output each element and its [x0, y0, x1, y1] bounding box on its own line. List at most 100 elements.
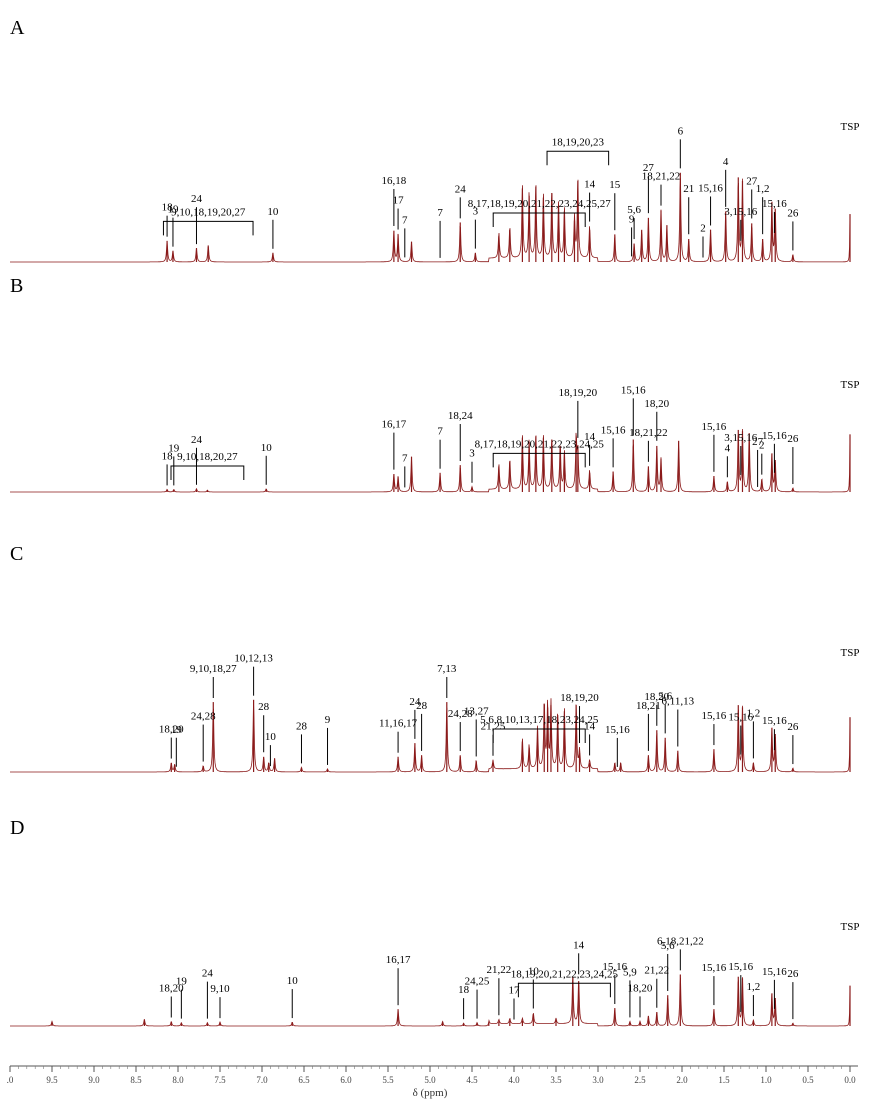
x-tick-label: 0.5 — [802, 1075, 814, 1085]
panel-b: B1819249,10,18,20,271016,177718,2438,17,… — [10, 275, 860, 493]
peak-annotation: 15,16 — [762, 430, 787, 442]
peak-annotation: 18,20 — [159, 724, 184, 736]
peak-annotation: 5,6,8,10,13,17,18,23,24,25 — [480, 714, 599, 726]
peak-annotation: 5,6 — [627, 204, 641, 216]
peak-annotation: 18,21,22 — [629, 427, 668, 439]
peak-annotation: 18,24 — [448, 410, 473, 422]
peak-annotation: 6 — [678, 125, 684, 137]
peak-annotation: 18 — [458, 984, 470, 996]
peak-annotation: 26 — [787, 207, 799, 219]
peak-annotation: 15,16 — [621, 384, 646, 396]
x-tick-label: 9.0 — [88, 1075, 100, 1085]
peak-annotation: 16,18 — [382, 175, 407, 187]
panel-label: B — [10, 275, 23, 297]
peak-annotation: 7 — [402, 214, 408, 226]
panel-label: A — [10, 17, 25, 39]
group-bracket — [517, 982, 611, 998]
x-tick-label: 1.5 — [718, 1075, 730, 1085]
x-tick-label: 0.0 — [844, 1075, 856, 1085]
peak-annotation: 7 — [437, 426, 443, 438]
peak-annotation: 15,16 — [602, 961, 627, 973]
x-tick-label: 4.5 — [466, 1075, 478, 1085]
peak-annotation: 15,16 — [601, 424, 626, 436]
peak-annotation: 9,10,18,27 — [190, 663, 237, 675]
peak-annotation: 21 — [683, 183, 694, 195]
peak-annotation: 18,19,20,23 — [552, 136, 605, 148]
peak-annotation: 5,6 — [658, 690, 672, 702]
x-tick-label: 2.0 — [676, 1075, 688, 1085]
peak-annotation: 4 — [723, 156, 729, 168]
peak-annotation: 19 — [168, 442, 180, 454]
x-axis-label: δ (ppm) — [413, 1087, 448, 1099]
peak-annotation: 10 — [267, 206, 279, 218]
x-tick-label: .0 — [7, 1075, 14, 1085]
peak-annotation: 17 — [509, 985, 521, 997]
peak-annotation: 15,16 — [702, 710, 727, 722]
spectrum-trace — [10, 698, 851, 773]
peak-annotation: 21,22 — [644, 965, 669, 977]
peak-annotation: 24,28 — [191, 711, 216, 723]
peak-annotation: 15,16 — [702, 962, 727, 974]
peak-annotation: 26 — [787, 968, 799, 980]
peak-annotation: 14 — [584, 179, 596, 191]
peak-annotation: 15,16 — [762, 715, 787, 727]
x-tick-label: 6.0 — [340, 1075, 352, 1085]
peak-annotation: 18,19,20 — [560, 692, 599, 704]
peak-annotation: 16,17 — [386, 954, 411, 966]
x-tick-label: 7.5 — [214, 1075, 226, 1085]
peak-annotation: 14 — [573, 939, 585, 951]
peak-annotation: TSP — [841, 379, 860, 391]
peak-annotation: 1,2 — [747, 981, 761, 993]
peak-annotation: 2 — [759, 440, 765, 452]
peak-annotation: 15,16 — [605, 724, 630, 736]
x-axis: .0 9.5 9.0 8.5 8.0 7.5 7.0 6.5 6.0 5.5 5.0 4.5 4.0 3.… — [7, 1065, 858, 1099]
peak-annotation: 4 — [725, 442, 731, 454]
peak-annotation: 27 — [643, 162, 655, 174]
peak-annotation: 18 — [162, 450, 174, 462]
peak-annotation: TSP — [841, 647, 860, 659]
panel-d: D18,2019249,101016,171824,2521,22171018,… — [10, 817, 859, 1027]
peak-annotation: 7,13 — [437, 663, 457, 675]
group-bracket — [492, 728, 586, 744]
peak-annotation: 18,20 — [628, 982, 653, 994]
peak-annotation: 1,2 — [747, 707, 761, 719]
peak-annotation: 3,15,16 — [724, 206, 758, 218]
x-tick-label: 7.0 — [256, 1075, 268, 1085]
peak-annotation: 13,27 — [464, 705, 489, 717]
panel-label: C — [10, 543, 23, 565]
x-tick-label: 4.0 — [508, 1075, 520, 1085]
x-tick-label: 8.5 — [130, 1075, 142, 1085]
peak-annotation: 10 — [287, 975, 299, 987]
peak-annotation: 26 — [787, 721, 799, 733]
x-tick-label: 5.5 — [382, 1075, 394, 1085]
panel-label: D — [10, 817, 24, 839]
peak-annotation: 19 — [176, 976, 188, 988]
group-bracket — [492, 452, 586, 468]
x-tick-label: 2.5 — [634, 1075, 646, 1085]
peak-annotation: 28 — [416, 700, 428, 712]
peak-annotation: 18,21 — [636, 700, 661, 712]
peak-annotation: 27 — [752, 436, 764, 448]
peak-annotation: 21,22 — [487, 964, 512, 976]
peak-annotation: TSP — [841, 121, 860, 133]
peak-annotation: 21,25 — [481, 721, 506, 733]
peak-annotation: 9,10 — [210, 983, 230, 995]
group-bracket — [162, 220, 254, 236]
peak-annotation: 9,10,18,19,20,27 — [171, 206, 246, 218]
peak-annotation: 15 — [609, 179, 621, 191]
peak-annotation: 10 — [261, 442, 273, 454]
peak-annotation: 18,19,20 — [559, 387, 598, 399]
group-bracket — [546, 150, 610, 166]
peak-annotation: 15,16 — [698, 182, 723, 194]
peak-annotation: 8,17,18,19,20,21,22,23,24,25 — [475, 438, 605, 450]
peak-annotation: 19 — [171, 724, 183, 736]
peak-annotation: 19 — [167, 204, 179, 216]
peak-annotation: 9,10,18,20,27 — [177, 451, 238, 463]
peak-annotation: 28 — [296, 720, 308, 732]
peak-annotation: 16,17 — [382, 419, 407, 431]
peak-annotation: 5,6 — [661, 940, 675, 952]
peak-annotation: 15,16 — [728, 961, 753, 973]
peak-annotation: 18,20 — [159, 982, 184, 994]
